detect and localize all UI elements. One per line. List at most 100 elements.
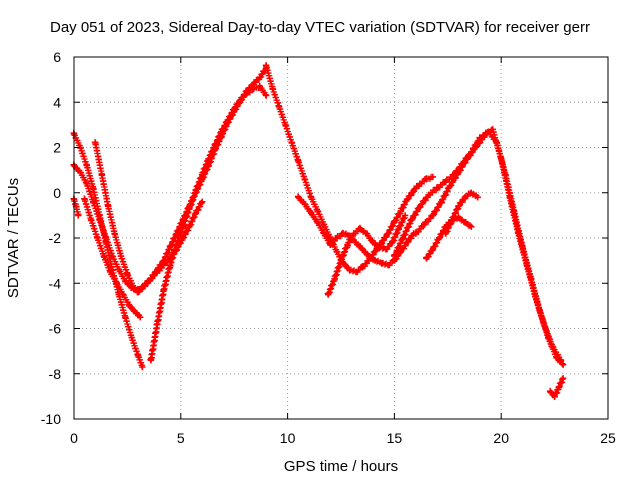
x-tick-label: 25 xyxy=(600,430,616,446)
data-point xyxy=(416,203,424,210)
data-point xyxy=(250,85,257,92)
data-point xyxy=(433,185,441,192)
data-point xyxy=(263,92,270,99)
data-point xyxy=(87,216,95,224)
data-point xyxy=(384,230,392,237)
data-point xyxy=(346,266,353,273)
data-point xyxy=(429,246,436,253)
y-tick-label: 6 xyxy=(53,49,61,65)
y-tick-label: 2 xyxy=(53,140,61,156)
x-axis-label: GPS time / hours xyxy=(284,458,398,475)
data-point xyxy=(224,117,231,124)
data-point xyxy=(186,223,193,230)
data-point xyxy=(173,230,180,237)
data-point xyxy=(141,282,148,289)
data-point xyxy=(119,291,127,298)
data-point xyxy=(90,198,97,205)
data-point xyxy=(352,268,360,276)
data-point xyxy=(425,191,432,199)
x-tick-label: 20 xyxy=(493,430,509,446)
data-point xyxy=(134,289,142,296)
series-track-2 xyxy=(70,129,146,371)
data-point xyxy=(269,85,276,92)
data-point xyxy=(301,200,308,208)
data-point xyxy=(389,239,396,246)
data-point xyxy=(160,261,167,269)
data-point xyxy=(557,357,565,364)
data-point xyxy=(540,320,548,328)
data-point xyxy=(363,230,370,237)
data-point xyxy=(523,261,530,269)
data-point xyxy=(126,302,133,310)
data-point xyxy=(515,230,522,237)
x-tick-label: 15 xyxy=(387,430,403,446)
data-point xyxy=(344,241,351,248)
data-point xyxy=(421,221,428,228)
data-point xyxy=(314,219,321,226)
data-point xyxy=(96,212,103,219)
data-point xyxy=(559,361,567,368)
data-point xyxy=(372,257,379,264)
ticks-layer: 0 5 10 15 20 25 -10 -8 -6 -4 -2 0 2 4 6 xyxy=(41,49,616,446)
data-point xyxy=(115,266,123,273)
data-point xyxy=(397,207,404,215)
data-point xyxy=(256,83,263,90)
y-tick-label: -10 xyxy=(41,411,61,427)
data-point xyxy=(295,157,302,165)
y-axis-label: SDTVAR / TECUs xyxy=(5,178,22,298)
data-point xyxy=(199,198,206,205)
data-point xyxy=(231,105,238,113)
data-point xyxy=(391,219,398,226)
data-point xyxy=(350,230,357,237)
data-point xyxy=(263,62,270,70)
data-point xyxy=(92,139,99,147)
data-point xyxy=(378,259,385,267)
data-point xyxy=(333,234,340,242)
data-point xyxy=(551,393,558,400)
data-point xyxy=(404,196,411,203)
data-point xyxy=(75,212,82,219)
data-point xyxy=(256,74,263,81)
data-point xyxy=(461,194,469,201)
y-tick-label: -2 xyxy=(49,230,62,246)
data-point xyxy=(77,169,84,176)
data-point xyxy=(506,194,513,201)
series-trace xyxy=(147,82,269,363)
data-point xyxy=(137,314,144,321)
data-point xyxy=(365,252,372,260)
series-track-3 xyxy=(91,138,206,296)
data-point xyxy=(391,252,398,260)
data-point xyxy=(139,363,146,371)
data-point xyxy=(122,314,129,321)
series-trace xyxy=(70,129,145,369)
data-point xyxy=(154,320,161,328)
data-point xyxy=(211,142,219,149)
data-point xyxy=(113,280,120,287)
series-track-4 xyxy=(81,195,144,321)
data-point xyxy=(442,230,449,237)
data-point xyxy=(218,128,225,135)
data-point xyxy=(275,103,283,110)
data-point xyxy=(438,198,445,205)
x-tick-label: 0 xyxy=(70,430,78,446)
data-point xyxy=(472,144,479,151)
data-point xyxy=(192,187,199,194)
data-point xyxy=(555,384,563,391)
data-point xyxy=(307,194,315,201)
data-point xyxy=(474,194,481,201)
data-point xyxy=(179,223,187,230)
data-point xyxy=(549,343,556,350)
data-point xyxy=(399,234,407,242)
y-tick-label: -8 xyxy=(49,366,62,382)
data-point xyxy=(489,126,496,133)
data-point xyxy=(282,121,289,129)
data-point xyxy=(199,171,206,178)
data-point xyxy=(357,225,364,233)
data-point xyxy=(423,176,430,183)
data-point xyxy=(90,185,97,192)
data-point xyxy=(124,271,131,278)
data-point xyxy=(98,171,105,178)
data-point xyxy=(498,155,505,162)
